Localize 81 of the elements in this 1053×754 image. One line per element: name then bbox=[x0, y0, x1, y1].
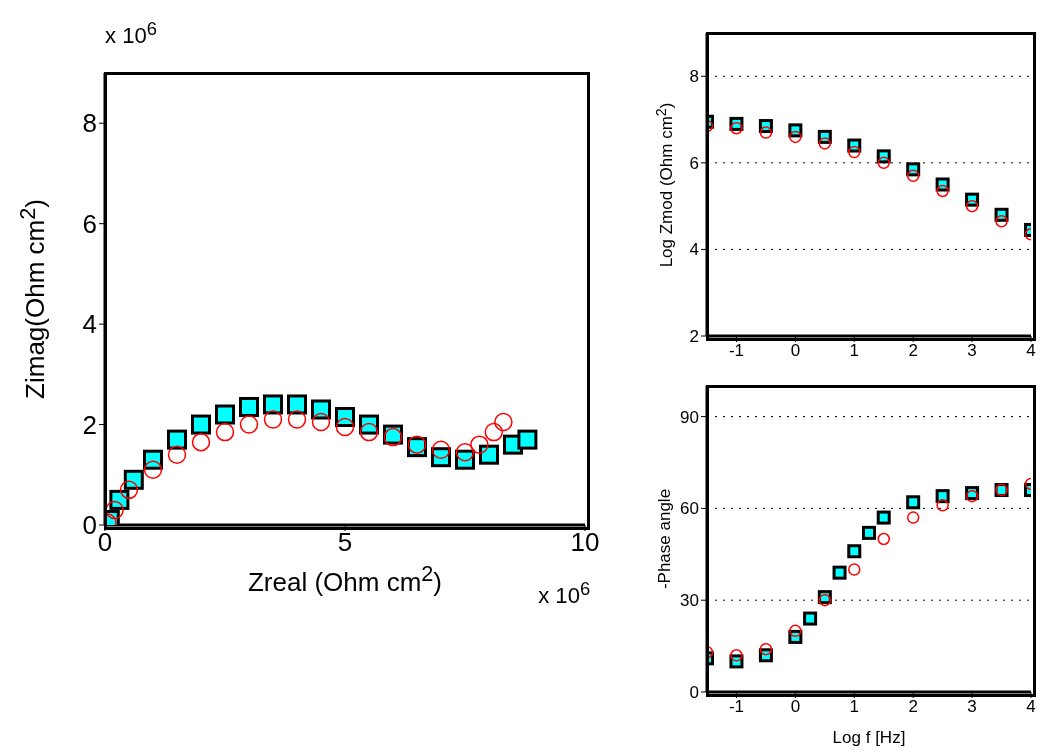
point bbox=[167, 445, 187, 464]
x-tick-label: 5 bbox=[337, 527, 353, 558]
point bbox=[215, 422, 235, 442]
point bbox=[862, 525, 876, 540]
point bbox=[167, 429, 187, 450]
point bbox=[847, 544, 862, 559]
point bbox=[455, 442, 475, 462]
x-tick-label: 0 bbox=[790, 697, 801, 717]
point bbox=[936, 499, 949, 512]
point bbox=[965, 199, 979, 213]
point bbox=[407, 435, 427, 454]
point bbox=[832, 565, 847, 580]
point bbox=[287, 410, 307, 429]
point bbox=[119, 480, 139, 500]
y-tick-label: 8 bbox=[689, 67, 699, 87]
point bbox=[906, 511, 920, 524]
point bbox=[848, 563, 861, 576]
x-tick-label: 4 bbox=[1026, 341, 1036, 361]
y-tick-label: 2 bbox=[82, 409, 97, 440]
point bbox=[494, 412, 513, 432]
y-tick-label: 30 bbox=[680, 591, 699, 611]
point bbox=[431, 440, 451, 459]
x-tick-label: -1 bbox=[728, 697, 745, 717]
y-tick-label: 2 bbox=[689, 327, 699, 347]
x-tick-label: 3 bbox=[967, 341, 977, 361]
y-tick-label: 60 bbox=[680, 499, 699, 519]
point bbox=[484, 422, 504, 442]
x-tick-label: 0 bbox=[790, 341, 801, 361]
point bbox=[876, 510, 891, 525]
point bbox=[848, 145, 861, 159]
x-tick-label: 1 bbox=[849, 341, 860, 361]
point bbox=[995, 215, 1008, 228]
point bbox=[759, 642, 773, 656]
point bbox=[877, 532, 890, 546]
point bbox=[730, 649, 743, 662]
y-tick-label: 4 bbox=[82, 309, 97, 340]
point bbox=[239, 396, 259, 417]
y-tick-label: 0 bbox=[689, 683, 699, 703]
point bbox=[143, 460, 163, 480]
point bbox=[470, 435, 489, 454]
x-axis-title: Log f [Hz] bbox=[832, 728, 906, 748]
point bbox=[123, 469, 144, 490]
point bbox=[818, 137, 832, 150]
point bbox=[191, 414, 211, 435]
x-tick-label: 3 bbox=[967, 697, 977, 717]
text: x 10$^{6}$ bbox=[105, 18, 158, 50]
x-tick-label: 10 bbox=[570, 527, 600, 558]
point bbox=[287, 394, 307, 415]
point bbox=[215, 404, 235, 425]
x-axis-title: Zreal (Ohm cm$^{2}$) bbox=[247, 561, 443, 598]
point bbox=[906, 495, 921, 510]
point bbox=[335, 417, 355, 437]
point bbox=[906, 169, 920, 183]
x-tick-label: 2 bbox=[908, 697, 918, 717]
y-tick-label: 6 bbox=[82, 208, 97, 239]
point bbox=[789, 624, 802, 638]
x-tick-label: -1 bbox=[728, 341, 745, 361]
point bbox=[191, 432, 211, 452]
point bbox=[311, 412, 331, 432]
point bbox=[789, 130, 802, 144]
point bbox=[877, 156, 890, 170]
x-tick-label: 1 bbox=[849, 697, 860, 717]
y-tick-label: 8 bbox=[82, 108, 97, 139]
point bbox=[803, 611, 818, 626]
point bbox=[759, 126, 773, 139]
y-tick-label: 90 bbox=[680, 407, 699, 427]
y-axis-title: -Phase angle bbox=[655, 488, 675, 590]
text: x 10$^{6}$ bbox=[538, 578, 591, 610]
point bbox=[479, 444, 499, 465]
point bbox=[730, 121, 743, 135]
point bbox=[263, 410, 283, 429]
y-tick-label: 4 bbox=[689, 240, 699, 260]
x-tick-label: 2 bbox=[908, 341, 918, 361]
point bbox=[359, 422, 379, 442]
y-tick-label: 6 bbox=[689, 153, 699, 173]
point bbox=[517, 429, 538, 450]
point bbox=[105, 500, 124, 520]
point bbox=[936, 184, 949, 198]
point bbox=[239, 415, 259, 434]
point bbox=[263, 394, 283, 415]
x-tick-label: 4 bbox=[1026, 697, 1036, 717]
